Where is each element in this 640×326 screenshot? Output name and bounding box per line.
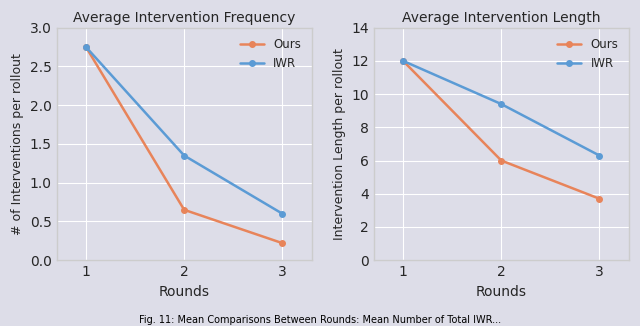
Ours [497,158,505,162]
Line: Ours: Ours [400,58,602,201]
Y-axis label: Intervention Length per rollout: Intervention Length per rollout [333,48,346,240]
Title: Average Intervention Frequency: Average Intervention Frequency [73,11,295,25]
IWR [497,102,505,106]
Line: IWR: IWR [83,44,285,216]
Legend: Ours, IWR: Ours, IWR [552,34,623,75]
IWR [82,45,90,49]
IWR [399,59,407,63]
X-axis label: Rounds: Rounds [159,285,210,299]
Ours [82,45,90,49]
IWR [596,154,604,157]
Ours [399,59,407,63]
Ours [596,197,604,201]
Legend: Ours, IWR: Ours, IWR [236,34,306,75]
Ours [278,241,286,245]
IWR [278,212,286,215]
Line: IWR: IWR [400,58,602,158]
Title: Average Intervention Length: Average Intervention Length [402,11,600,25]
Text: Fig. 11: Mean Comparisons Between Rounds: Mean Number of Total IWR...: Fig. 11: Mean Comparisons Between Rounds… [139,315,501,325]
Ours [180,208,188,212]
Line: Ours: Ours [83,44,285,246]
X-axis label: Rounds: Rounds [476,285,527,299]
IWR [180,154,188,157]
Y-axis label: # of Interventions per rollout: # of Interventions per rollout [11,53,24,235]
